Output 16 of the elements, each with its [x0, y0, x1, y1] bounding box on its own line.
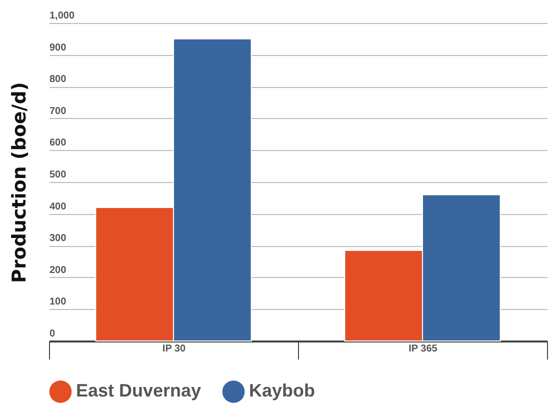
y-tick-label: 500: [50, 170, 67, 180]
y-tick-label: 800: [50, 74, 67, 86]
y-tick-label: 400: [50, 201, 67, 212]
y-tick-label: 100: [50, 296, 67, 308]
y-tick-label: 700: [50, 106, 67, 117]
y-axis-title: Production (boe/d): [8, 82, 30, 283]
y-tick-label: 0: [50, 328, 56, 340]
y-tick-label: 900: [50, 42, 67, 54]
y-tick-label: 600: [50, 138, 67, 149]
y-tick-label: 200: [50, 264, 67, 276]
y-tick-label: 300: [50, 233, 67, 244]
legend-label: Kaybob: [249, 380, 316, 401]
x-tick-label: IP 365: [408, 344, 438, 354]
x-tick-label: IP 30: [162, 344, 186, 354]
y-tick-label: 1,000: [50, 10, 75, 22]
legend-label: East Duvernay: [76, 380, 202, 401]
